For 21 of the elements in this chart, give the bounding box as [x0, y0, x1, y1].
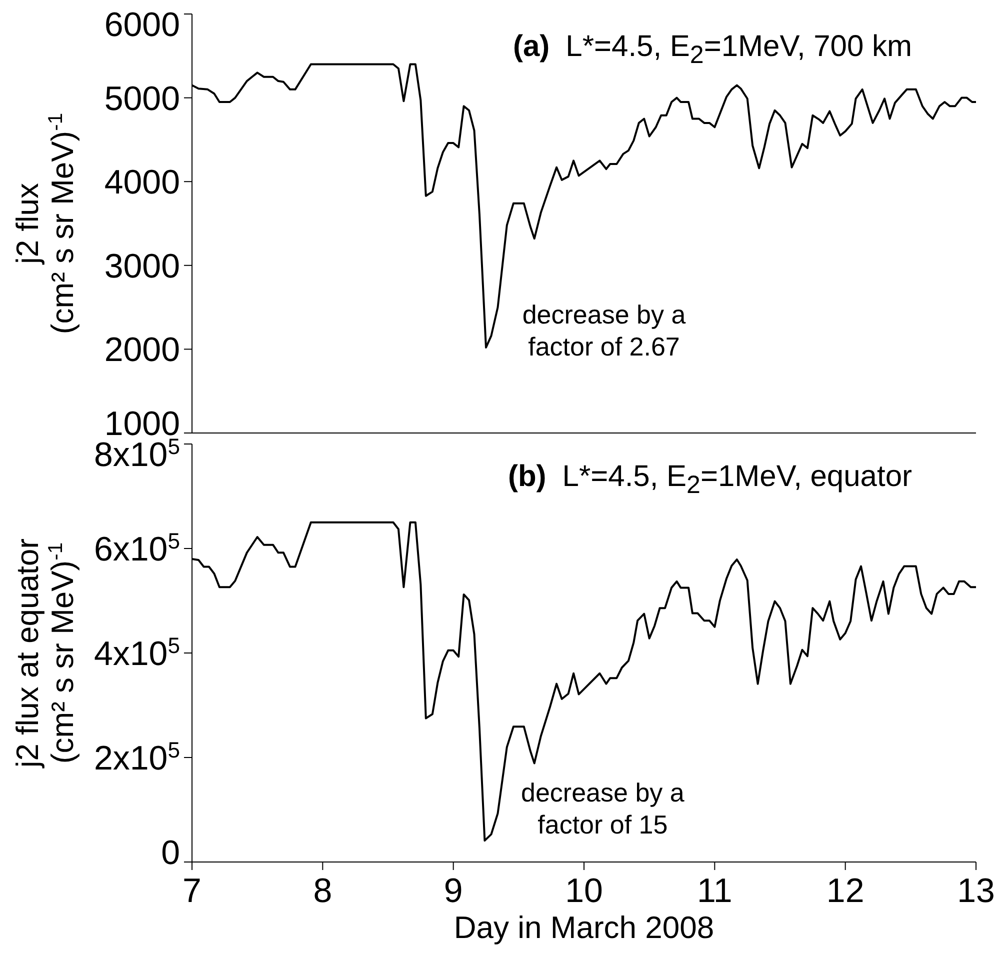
y-tick-label: 6x10$^{5}$: [94, 528, 180, 568]
x-tick-label: 7: [182, 872, 202, 910]
x-axis-title: Day in March 2008: [454, 910, 714, 945]
y-tick-label: 0: [161, 834, 180, 872]
x-tick-label: 13: [957, 872, 995, 910]
x-tick-label: 8: [313, 872, 332, 910]
y-tick-label: 6000: [104, 6, 180, 44]
y-tick-label: 5000: [104, 80, 180, 118]
x-tick-label: 10: [565, 872, 603, 910]
y-tick-label: 2000: [104, 331, 180, 370]
text: (a) L*=4.5, E$_{2}$=1MeV, 700 km: [512, 30, 912, 69]
text: (b) L*=4.5, E$_{2}$=1MeV, equator: [508, 460, 912, 499]
x-tick-label: 12: [826, 872, 864, 910]
x-tick-label: 11: [697, 872, 732, 910]
annotation: decrease by a factor of 15: [521, 778, 685, 840]
x-tick-label: 9: [444, 872, 463, 910]
y-tick-label: 4000: [104, 164, 180, 202]
annotation: decrease by a factor of 2.67: [522, 300, 686, 362]
y-tick-label: 4x10$^{5}$: [94, 632, 180, 673]
y-tick-label: 3000: [104, 247, 180, 286]
y-tick-label: 2x10$^{5}$: [94, 737, 180, 778]
